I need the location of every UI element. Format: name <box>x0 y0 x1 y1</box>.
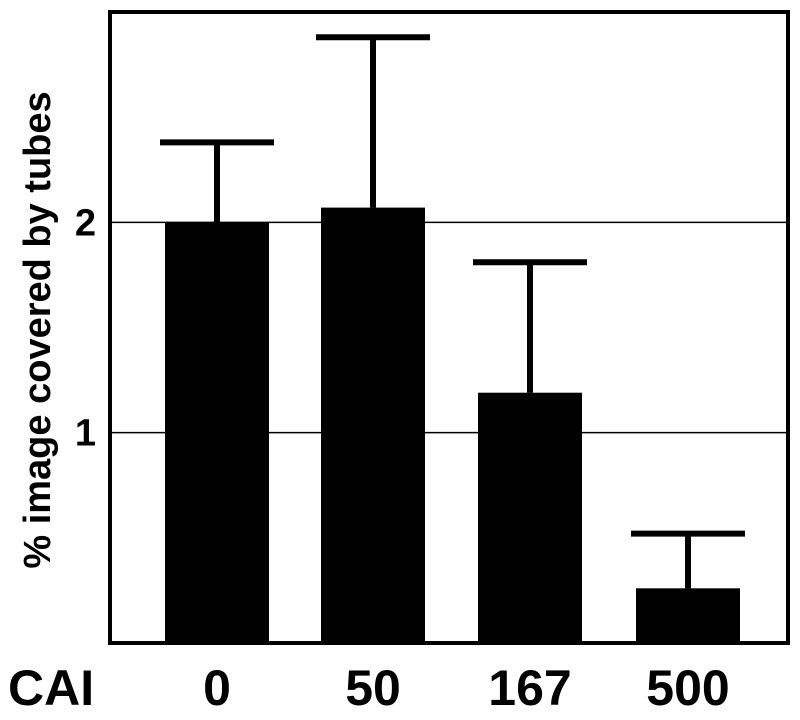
x-tick-label: 500 <box>646 660 729 716</box>
bars <box>165 207 740 644</box>
error-bars <box>160 34 745 589</box>
x-tick-label: 0 <box>203 660 231 716</box>
y-tick-label: 1 <box>75 413 96 455</box>
bar <box>321 207 425 644</box>
bar <box>478 392 582 643</box>
x-tick-label: 50 <box>345 660 401 716</box>
bar <box>165 222 269 644</box>
y-tick-label: 2 <box>75 202 96 244</box>
y-tick-labels: 12 <box>75 202 96 454</box>
x-tick-label: 167 <box>488 660 571 716</box>
plot-frame <box>108 10 790 645</box>
x-tick-labels: 0 50 167 500 <box>203 660 730 716</box>
bar <box>636 588 740 643</box>
y-axis-title: % image covered by tubes <box>17 91 59 568</box>
x-axis-label: CAI <box>8 660 94 716</box>
